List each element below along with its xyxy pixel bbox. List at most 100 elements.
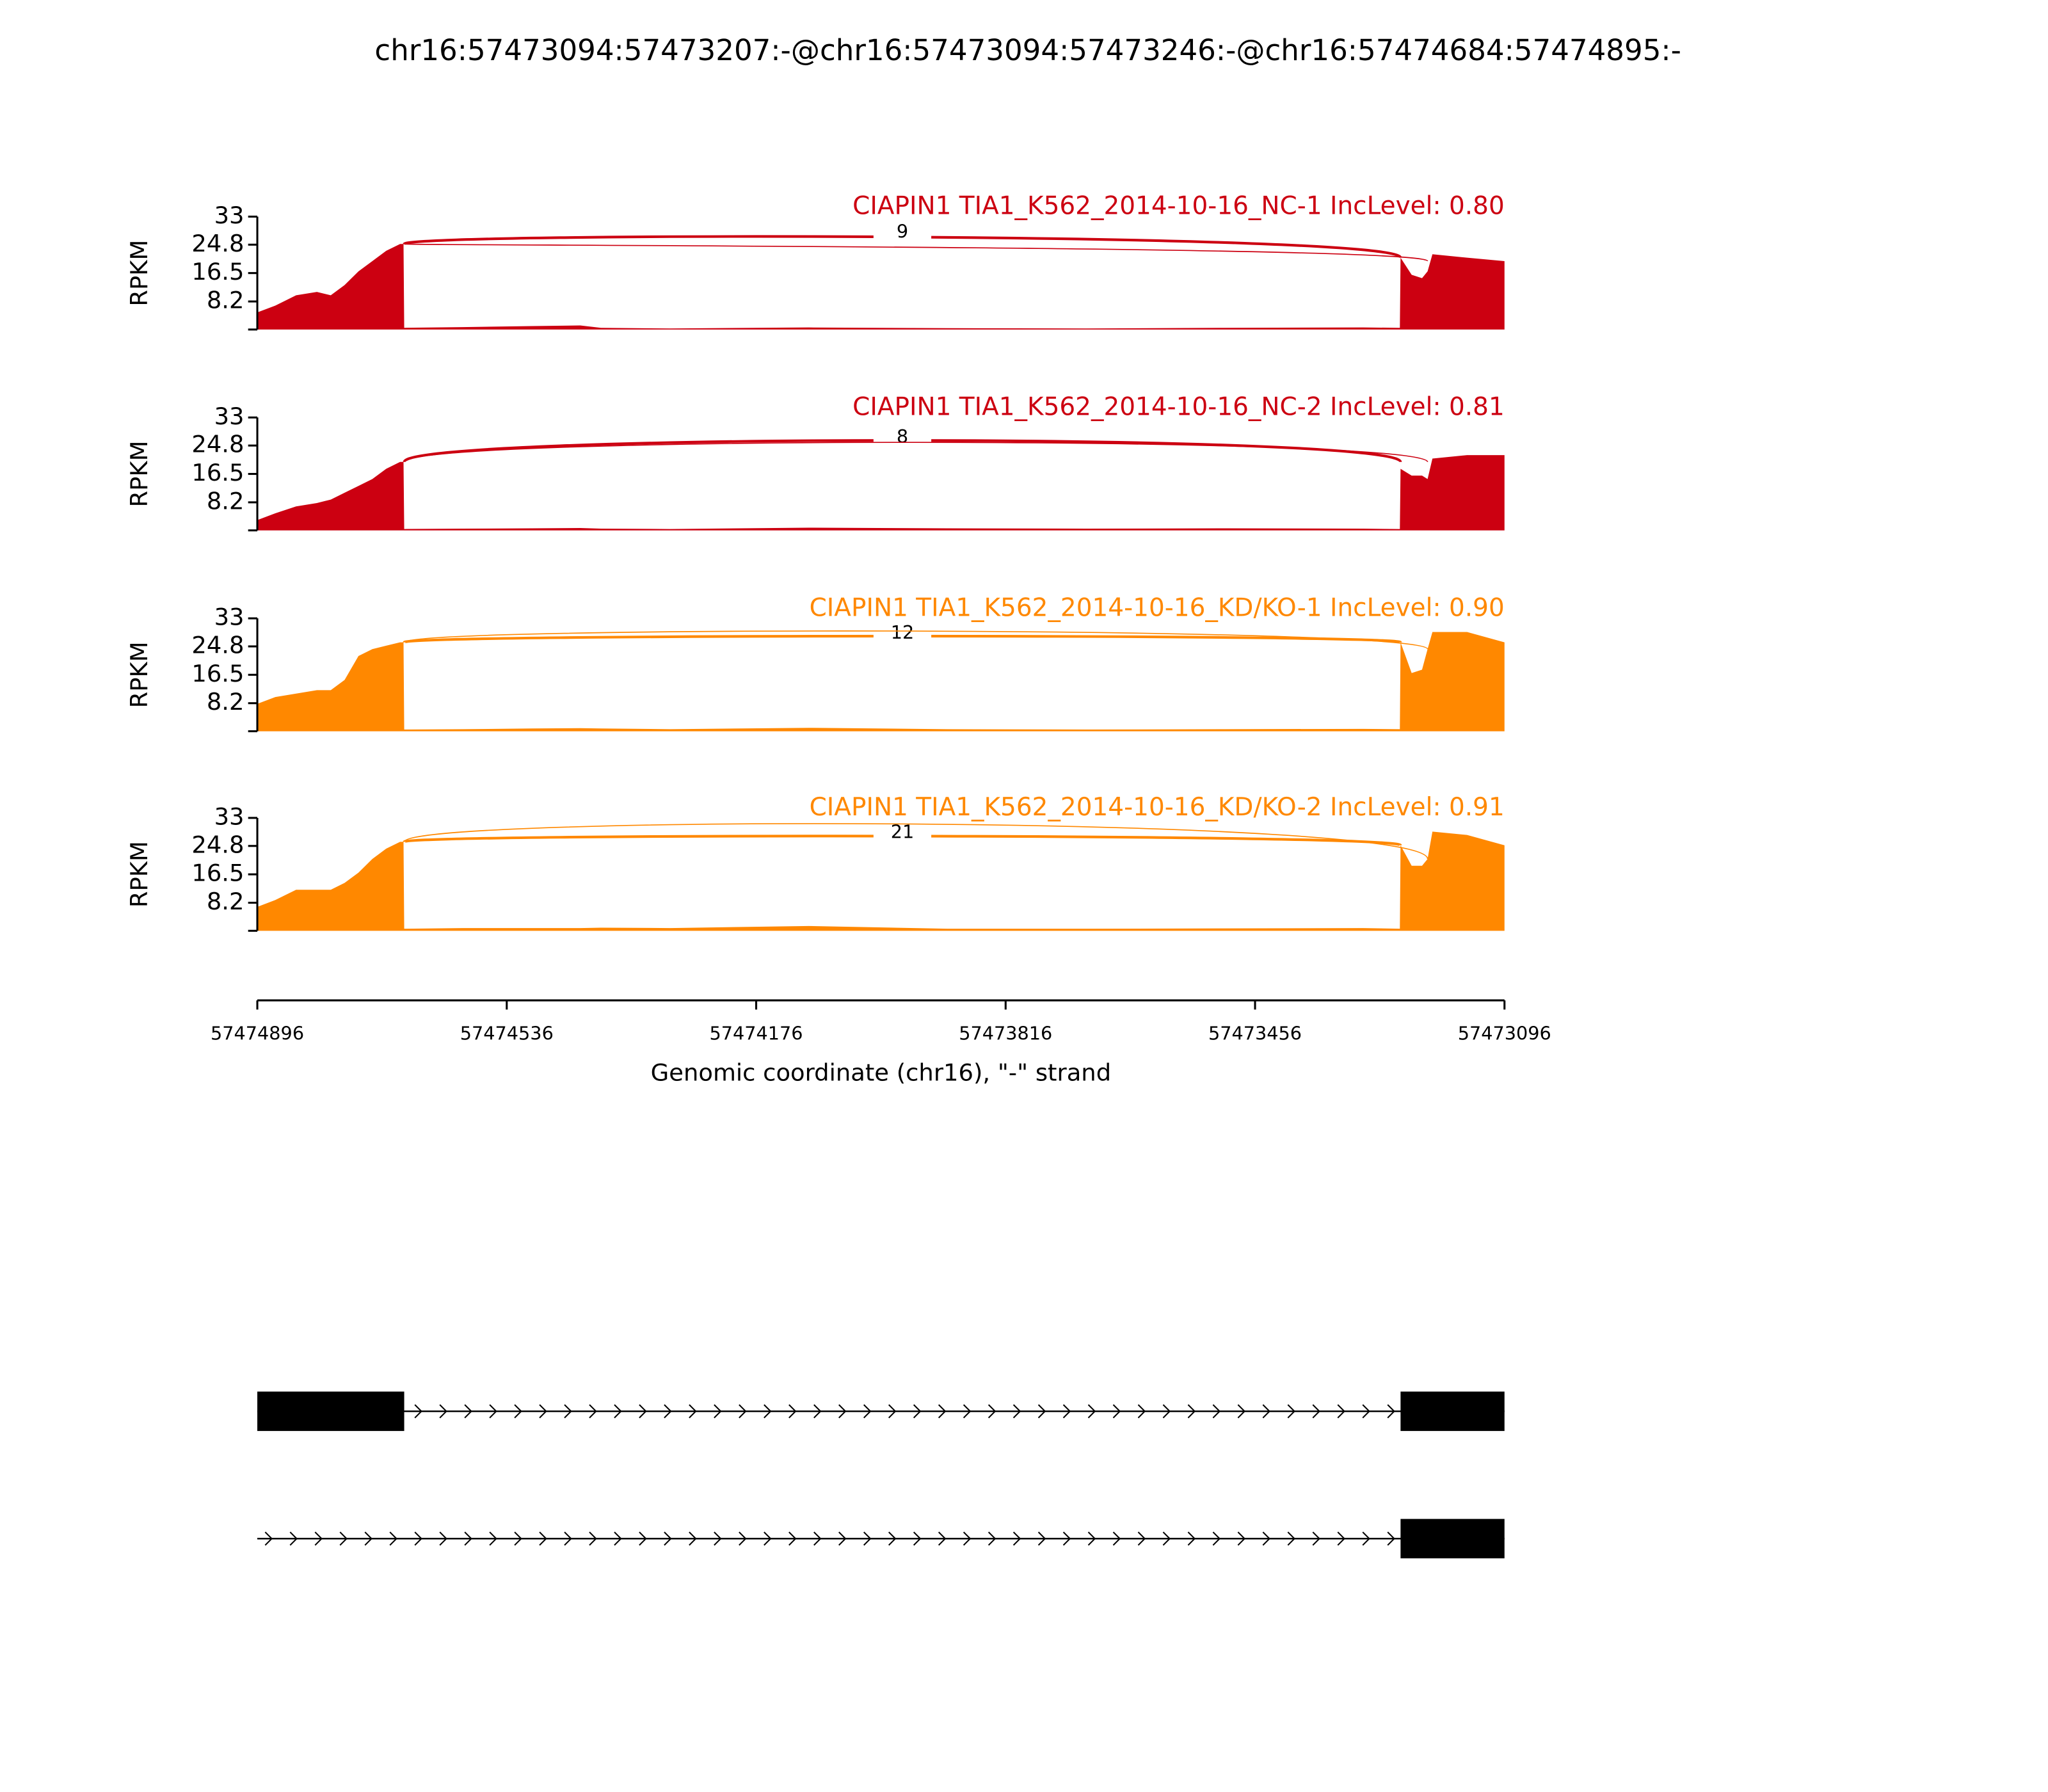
y-tick-label: 16.5 <box>191 860 244 887</box>
y-tick-label: 8.2 <box>207 487 244 515</box>
strand-arrow <box>339 1532 348 1546</box>
sample-label: CIAPIN1 TIA1_K562_2014-10-16_NC-2 IncLev… <box>852 392 1505 421</box>
strand-arrow <box>813 1404 822 1419</box>
y-tick-label: 8.2 <box>207 287 244 314</box>
exon <box>1400 1391 1505 1431</box>
junction-count: 12 <box>891 621 915 643</box>
strand-arrow <box>464 1532 472 1546</box>
strand-arrow <box>863 1532 872 1546</box>
strand-arrow <box>1162 1532 1171 1546</box>
strand-arrow <box>1187 1404 1196 1419</box>
strand-arrow <box>888 1404 897 1419</box>
y-tick-label: 16.5 <box>191 258 244 285</box>
strand-arrow <box>963 1532 972 1546</box>
junction-arc <box>403 823 1428 860</box>
strand-arrow <box>1387 1404 1395 1419</box>
strand-arrow <box>938 1532 947 1546</box>
strand-arrow <box>1187 1532 1196 1546</box>
strand-arrow <box>289 1532 298 1546</box>
strand-arrow <box>1062 1404 1071 1419</box>
strand-arrow <box>1287 1404 1296 1419</box>
strand-arrow <box>514 1404 522 1419</box>
strand-arrow <box>1137 1532 1146 1546</box>
x-tick-label: 57474896 <box>211 1022 304 1044</box>
strand-arrow <box>1312 1532 1320 1546</box>
x-tick-label: 57474176 <box>709 1022 803 1044</box>
strand-arrow <box>764 1404 772 1419</box>
sample-label: CIAPIN1 TIA1_K562_2014-10-16_KD/KO-1 Inc… <box>810 593 1505 622</box>
strand-arrow <box>514 1532 522 1546</box>
strand-arrow <box>264 1532 273 1546</box>
strand-arrow <box>913 1532 922 1546</box>
strand-arrow <box>689 1532 697 1546</box>
strand-arrow <box>639 1404 647 1419</box>
junction-count-box <box>873 221 932 244</box>
strand-arrow <box>664 1404 672 1419</box>
junction-count-box <box>873 821 932 845</box>
y-tick-label: 24.8 <box>191 431 244 458</box>
strand-arrow <box>1262 1532 1271 1546</box>
y-tick-label: 33 <box>214 202 244 229</box>
coverage-area <box>257 244 1505 330</box>
y-axis-label: RPKM <box>125 641 153 708</box>
strand-arrow <box>639 1532 647 1546</box>
strand-arrow <box>838 1404 847 1419</box>
strand-arrow <box>1037 1404 1046 1419</box>
x-axis-label: Genomic coordinate (chr16), "-" strand <box>651 1059 1111 1086</box>
strand-arrow <box>988 1404 996 1419</box>
strand-arrow <box>364 1532 372 1546</box>
y-tick-label: 16.5 <box>191 660 244 687</box>
strand-arrow <box>539 1532 547 1546</box>
strand-arrow <box>614 1532 622 1546</box>
y-tick-label: 16.5 <box>191 459 244 486</box>
strand-arrow <box>1212 1532 1221 1546</box>
strand-arrow <box>739 1404 747 1419</box>
chart-title: chr16:57473094:57473207:-@chr16:57473094… <box>374 33 1681 67</box>
y-tick-label: 24.8 <box>191 831 244 858</box>
strand-arrow <box>489 1404 497 1419</box>
coverage-area <box>257 632 1505 732</box>
junction-count: 8 <box>897 426 908 447</box>
strand-arrow <box>988 1532 996 1546</box>
junction-count: 9 <box>897 221 908 243</box>
strand-arrow <box>788 1404 797 1419</box>
strand-arrow <box>439 1532 447 1546</box>
strand-arrow <box>589 1404 597 1419</box>
strand-arrow <box>913 1404 922 1419</box>
strand-arrow <box>1362 1404 1370 1419</box>
x-tick-label: 57474536 <box>460 1022 554 1044</box>
strand-arrow <box>1162 1404 1171 1419</box>
x-tick-label: 57473816 <box>959 1022 1052 1044</box>
strand-arrow <box>714 1532 722 1546</box>
coverage-area <box>257 831 1505 931</box>
strand-arrow <box>1212 1404 1221 1419</box>
strand-arrow <box>314 1532 323 1546</box>
strand-arrow <box>1087 1532 1096 1546</box>
strand-arrow <box>664 1532 672 1546</box>
strand-arrow <box>689 1404 697 1419</box>
strand-arrow <box>1387 1532 1395 1546</box>
strand-arrow <box>464 1404 472 1419</box>
junction-arc <box>403 630 1428 650</box>
coverage-area <box>257 455 1505 531</box>
strand-arrow <box>1337 1404 1345 1419</box>
strand-arrow <box>838 1532 847 1546</box>
strand-arrow <box>489 1532 497 1546</box>
junction-arc <box>403 243 1428 262</box>
y-tick-label: 8.2 <box>207 688 244 716</box>
y-axis-label: RPKM <box>125 441 153 508</box>
strand-arrow <box>564 1532 572 1546</box>
strand-arrow <box>1012 1404 1021 1419</box>
sample-label: CIAPIN1 TIA1_K562_2014-10-16_KD/KO-2 Inc… <box>810 793 1505 822</box>
strand-arrow <box>1012 1532 1021 1546</box>
strand-arrow <box>1262 1404 1271 1419</box>
strand-arrow <box>863 1404 872 1419</box>
sample-label: CIAPIN1 TIA1_K562_2014-10-16_NC-1 IncLev… <box>852 192 1505 221</box>
y-axis-label: RPKM <box>125 841 153 908</box>
strand-arrow <box>1287 1532 1296 1546</box>
y-tick-label: 33 <box>214 803 244 830</box>
strand-arrow <box>938 1404 947 1419</box>
strand-arrow <box>788 1532 797 1546</box>
strand-arrow <box>1237 1532 1246 1546</box>
